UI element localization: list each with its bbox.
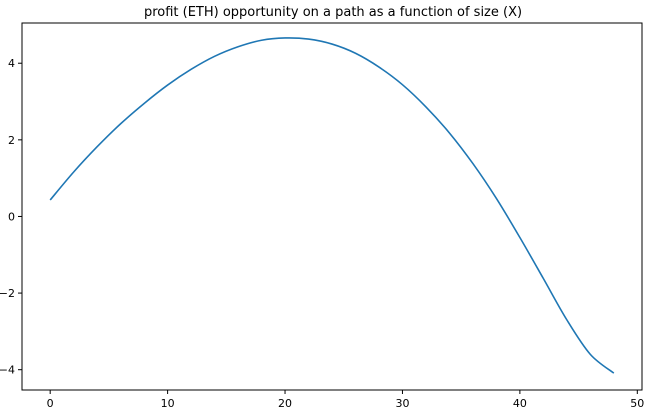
plot-area <box>21 22 643 391</box>
y-tick-label: 2 <box>8 134 15 147</box>
x-tick-label: 40 <box>513 397 527 410</box>
chart-title: profit (ETH) opportunity on a path as a … <box>144 5 522 20</box>
series-line <box>49 37 615 374</box>
y-tick-label: −4 <box>0 364 15 377</box>
y-tick-label: 4 <box>8 57 15 70</box>
x-tick-label: 50 <box>630 397 644 410</box>
x-axis: 0 10 20 30 40 50 <box>47 390 644 410</box>
x-tick-label: 30 <box>395 397 409 410</box>
y-tick-label: −2 <box>0 287 15 300</box>
y-tick-label: 0 <box>8 210 15 223</box>
x-tick-label: 20 <box>278 397 292 410</box>
x-tick-label: 10 <box>161 397 175 410</box>
y-axis: −4 −2 0 2 4 <box>0 57 22 377</box>
series-layer <box>49 37 615 374</box>
x-tick-label: 0 <box>47 397 54 410</box>
